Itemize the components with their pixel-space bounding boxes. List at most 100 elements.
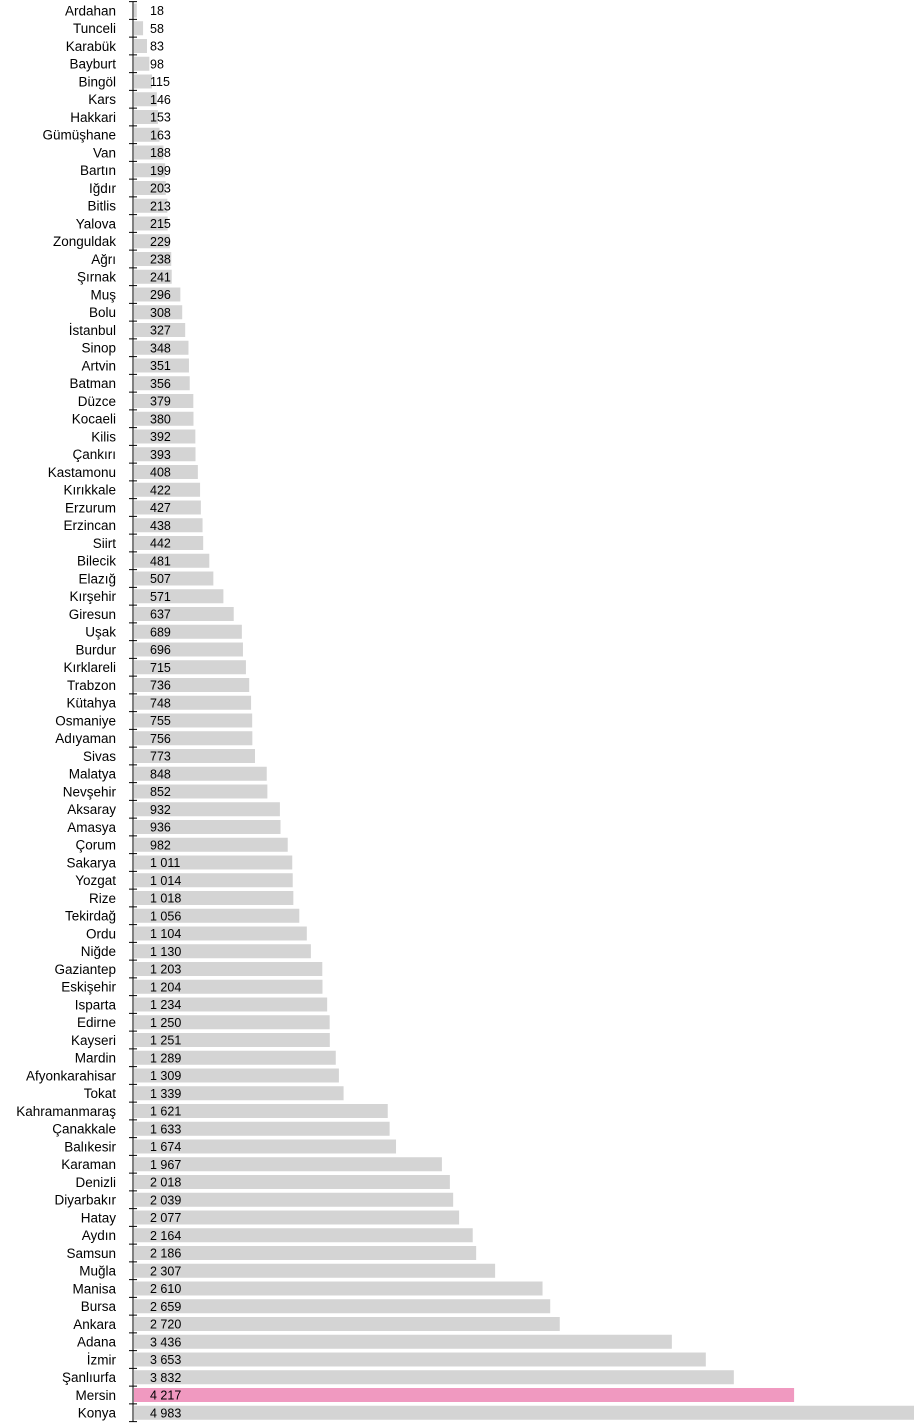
category-label: Kahramanmaraş [16, 1104, 116, 1119]
category-label: Kayseri [71, 1033, 116, 1048]
value-label: 215 [150, 217, 171, 231]
bar [134, 1104, 388, 1118]
bar [134, 1370, 734, 1385]
bar [134, 376, 190, 391]
category-label: Uşak [85, 625, 116, 640]
value-label: 982 [150, 838, 171, 852]
bar [134, 660, 246, 675]
category-label: Isparta [75, 997, 117, 1012]
value-label: 2 186 [150, 1247, 181, 1261]
category-label: Çankırı [72, 447, 116, 462]
value-label: 1 104 [150, 927, 181, 941]
value-label: 348 [150, 341, 171, 355]
bar [134, 536, 204, 550]
value-label: 936 [150, 821, 171, 835]
category-label: Bitlis [87, 199, 116, 214]
bar [134, 340, 189, 355]
bar [134, 74, 153, 89]
value-label: 748 [150, 696, 171, 710]
bar [134, 39, 147, 53]
value-label: 1 250 [150, 1016, 181, 1030]
category-label: Bursa [81, 1299, 117, 1314]
bar [134, 553, 210, 568]
value-label: 756 [150, 732, 171, 746]
value-label: 2 039 [150, 1193, 181, 1207]
category-label: Malatya [69, 767, 117, 782]
bar [134, 678, 250, 692]
category-label: Ordu [86, 926, 116, 941]
category-label: Erzincan [63, 518, 116, 533]
category-label: Osmaniye [55, 713, 116, 728]
category-label: Kilis [91, 429, 116, 444]
bar [134, 198, 168, 213]
value-label: 115 [150, 75, 170, 89]
value-label: 146 [150, 93, 171, 107]
category-label: Düzce [78, 394, 116, 409]
value-label: 379 [150, 395, 171, 409]
category-label: Bingöl [78, 74, 116, 89]
value-label: 296 [150, 288, 171, 302]
category-label: Hakkari [70, 110, 116, 125]
category-label: Aksaray [67, 802, 116, 817]
category-label: Zonguldak [53, 234, 116, 249]
category-label: Bartın [80, 163, 116, 178]
value-label: 637 [150, 608, 171, 622]
category-label: Afyonkarahisar [26, 1068, 117, 1083]
category-label: Şanlıurfa [62, 1370, 117, 1385]
value-label: 393 [150, 448, 171, 462]
bar [134, 1405, 914, 1420]
value-label: 442 [150, 537, 171, 551]
value-label: 1 203 [150, 963, 181, 977]
bar [134, 944, 311, 959]
value-label: 2 659 [150, 1300, 181, 1314]
category-label: Muğla [79, 1264, 116, 1279]
value-label: 2 018 [150, 1176, 181, 1190]
value-label: 2 720 [150, 1318, 181, 1332]
value-label: 2 164 [150, 1229, 181, 1243]
bar [134, 607, 234, 621]
bar [134, 482, 201, 497]
value-label: 848 [150, 767, 171, 781]
value-label: 1 339 [150, 1087, 181, 1101]
value-label: 3 832 [150, 1371, 181, 1385]
category-label: Konya [78, 1406, 117, 1421]
value-label: 1 018 [150, 892, 181, 906]
axis-layer [129, 1, 137, 1423]
category-label: Çorum [75, 838, 116, 853]
category-label: Batman [69, 376, 116, 391]
category-label: Amasya [67, 820, 116, 835]
category-label: Van [93, 145, 116, 160]
category-label: Gaziantep [54, 962, 116, 977]
value-label: 408 [150, 466, 171, 480]
category-label: Kırıkkale [63, 483, 116, 498]
category-label: Kars [88, 92, 116, 107]
category-label: Diyarbakır [54, 1193, 116, 1208]
category-label: Nevşehir [63, 784, 117, 799]
bar [134, 323, 186, 337]
value-label: 1 251 [150, 1034, 181, 1048]
bar [134, 1068, 339, 1083]
value-label: 2 307 [150, 1264, 181, 1278]
value-label: 356 [150, 377, 171, 391]
bar [134, 1334, 672, 1349]
bar [134, 394, 194, 408]
category-label: Artvin [81, 358, 116, 373]
bar [134, 1175, 450, 1189]
value-label: 327 [150, 324, 171, 338]
category-label: Edirne [77, 1015, 116, 1030]
bar [134, 820, 281, 834]
value-label: 1 130 [150, 945, 181, 959]
category-label: Denizli [75, 1175, 116, 1190]
bar [134, 1157, 442, 1172]
value-label: 83 [150, 40, 164, 54]
value-label: 1 011 [150, 856, 180, 870]
category-label: Çanakkale [52, 1122, 116, 1137]
value-label: 199 [150, 164, 171, 178]
bar [134, 252, 172, 266]
bar [134, 997, 328, 1012]
category-label: Tekirdağ [65, 909, 116, 924]
value-label: 1 674 [150, 1140, 181, 1154]
category-label: Gümüşhane [42, 128, 116, 143]
bar [134, 962, 323, 976]
bar [134, 1192, 454, 1207]
